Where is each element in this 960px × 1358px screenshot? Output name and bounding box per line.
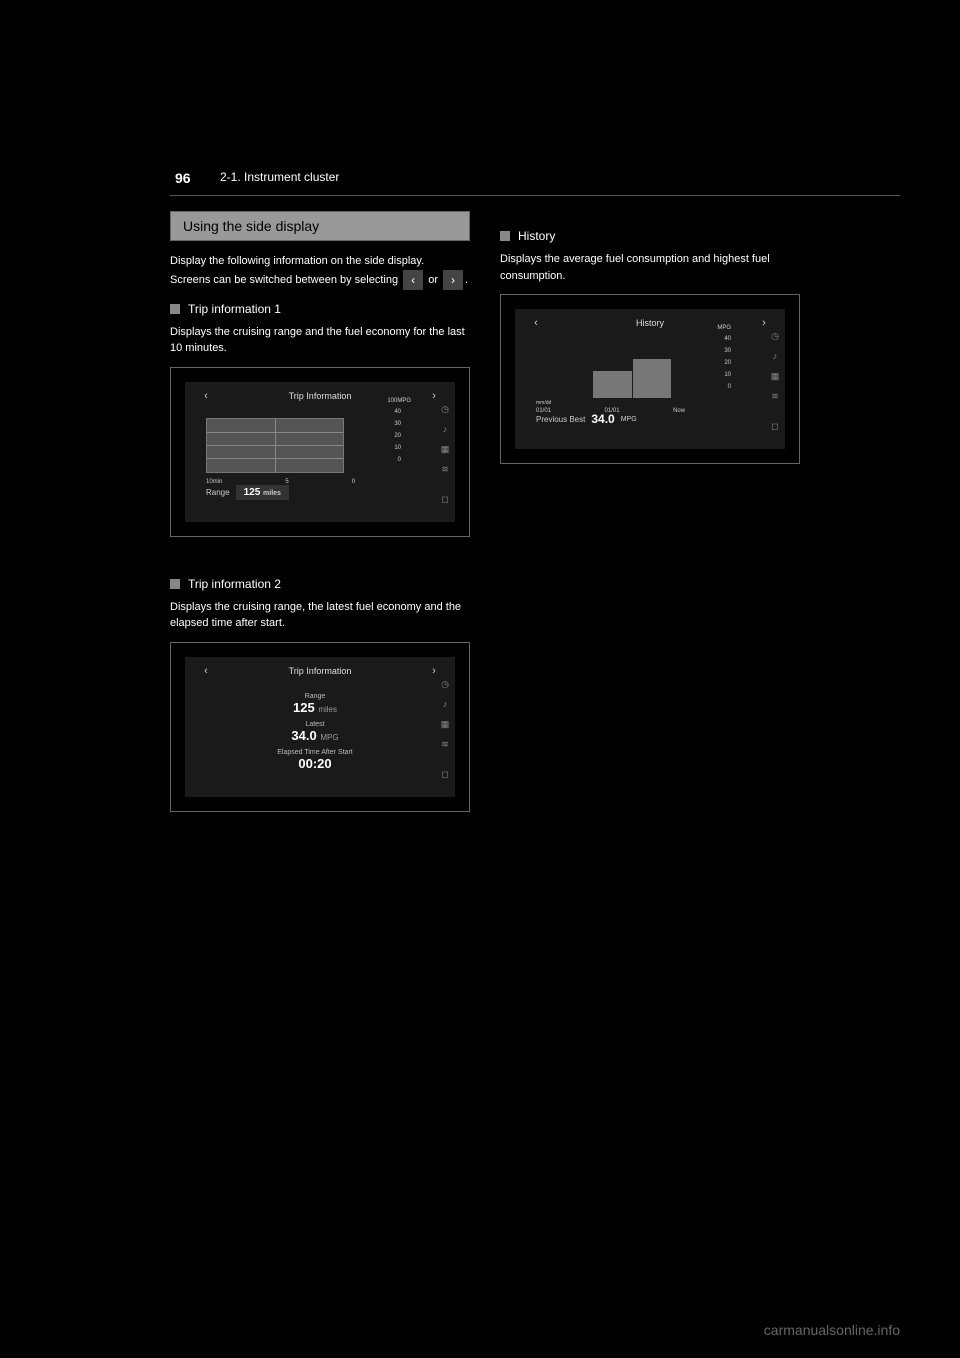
right-arrow-icon[interactable]: ›: [443, 270, 463, 290]
screen-left-arrow[interactable]: ‹: [199, 665, 213, 677]
side-panel-icons-3: ◷ ♪ ▦ ≋ ◻: [769, 331, 781, 433]
device-screen-2: ‹ Trip Information › Range 125 miles Lat…: [185, 657, 455, 797]
device-screen-1: ‹ Trip Information › 100MPG 4: [185, 382, 455, 522]
bullet-icon: [170, 304, 180, 314]
bullet-icon: [500, 231, 510, 241]
latest-value: 34.0 MPG: [211, 728, 419, 743]
page-number: 96: [175, 170, 191, 186]
x-axis-labels: 10min 5 0: [206, 479, 355, 485]
screen-right-arrow[interactable]: ›: [427, 665, 441, 677]
climate-icon[interactable]: ≋: [439, 464, 451, 476]
intro-text: Display the following information on the…: [170, 253, 470, 290]
section-reference: 2-1. Instrument cluster: [220, 170, 339, 184]
history-desc: Displays the average fuel consumption an…: [500, 251, 800, 284]
range-bar: Range 125 miles: [191, 483, 449, 502]
x-axis-labels-history: mm/dd 01/01 01/01 Now: [536, 408, 685, 414]
screen-right-arrow[interactable]: ›: [427, 390, 441, 402]
left-arrow-icon[interactable]: ‹: [403, 270, 423, 290]
history-chart: MPG 40 30 20 10 0: [536, 335, 749, 410]
intro-line: Display the following information on the…: [170, 255, 424, 267]
climate-icon[interactable]: ≋: [769, 391, 781, 403]
y-axis-labels: 40 30 20 10 0: [394, 406, 401, 466]
clock-icon[interactable]: ◷: [439, 679, 451, 691]
trip-info-1-title: Trip information 1: [188, 302, 281, 316]
nav-or: or: [428, 273, 438, 285]
expand-icon[interactable]: ◻: [769, 421, 781, 433]
prev-best-unit: MPG: [621, 416, 637, 423]
info-rows: Range 125 miles Latest 34.0 MPG Elapsed …: [191, 683, 449, 771]
fuel-chart: 100MPG 40 30 20 10 0: [206, 408, 419, 483]
section-title: Using the side display: [170, 211, 470, 241]
clock-icon[interactable]: ◷: [439, 404, 451, 416]
trip-info-1-screenshot: ‹ Trip Information › 100MPG 4: [170, 367, 470, 537]
range-label: Range: [211, 693, 419, 700]
elapsed-label: Elapsed Time After Start: [211, 749, 419, 756]
music-icon[interactable]: ♪: [769, 351, 781, 363]
music-icon[interactable]: ♪: [439, 699, 451, 711]
range-label: Range: [206, 488, 230, 497]
y-unit-history: MPG: [717, 325, 731, 331]
trip-info-2-screenshot: ‹ Trip Information › Range 125 miles Lat…: [170, 642, 470, 812]
latest-label: Latest: [211, 721, 419, 728]
trip-info-2-title: Trip information 2: [188, 577, 281, 591]
climate-icon[interactable]: ≋: [439, 739, 451, 751]
image-icon[interactable]: ▦: [439, 719, 451, 731]
bullet-icon: [170, 579, 180, 589]
trip-info-2-desc: Displays the cruising range, the latest …: [170, 599, 470, 632]
screen-title-2: Trip Information: [213, 666, 427, 676]
side-panel-icons: ◷ ♪ ▦ ≋ ◻: [439, 404, 451, 506]
side-panel-icons-2: ◷ ♪ ▦ ≋ ◻: [439, 679, 451, 781]
prev-best-value: 34.0: [591, 412, 614, 426]
prev-best-label: Previous Best: [536, 415, 585, 424]
trip-info-1-desc: Displays the cruising range and the fuel…: [170, 324, 470, 357]
y-axis-labels-history: 40 30 20 10 0: [724, 333, 731, 393]
history-bars: [554, 348, 671, 398]
watermark: carmanualsonline.info: [764, 1322, 900, 1338]
range-value: 125 miles: [236, 485, 289, 500]
header-divider: [170, 195, 900, 196]
expand-icon[interactable]: ◻: [439, 769, 451, 781]
image-icon[interactable]: ▦: [769, 371, 781, 383]
device-screen-3: ‹ History › MPG 40 30: [515, 309, 785, 449]
history-heading: History: [500, 229, 800, 243]
screen-right-arrow[interactable]: ›: [757, 317, 771, 329]
elapsed-value: 00:20: [211, 756, 419, 771]
screen-left-arrow[interactable]: ‹: [199, 390, 213, 402]
music-icon[interactable]: ♪: [439, 424, 451, 436]
trip-info-1-heading: Trip information 1: [170, 302, 470, 316]
image-icon[interactable]: ▦: [439, 444, 451, 456]
y-unit: 100MPG: [387, 398, 411, 404]
range-value: 125 miles: [211, 700, 419, 715]
clock-icon[interactable]: ◷: [769, 331, 781, 343]
screen-left-arrow[interactable]: ‹: [529, 317, 543, 329]
history-title: History: [518, 229, 555, 243]
trip-info-2-heading: Trip information 2: [170, 577, 470, 591]
expand-icon[interactable]: ◻: [439, 494, 451, 506]
intro-line-2: Screens can be switched between by selec…: [170, 273, 398, 285]
history-screenshot: ‹ History › MPG 40 30: [500, 294, 800, 464]
